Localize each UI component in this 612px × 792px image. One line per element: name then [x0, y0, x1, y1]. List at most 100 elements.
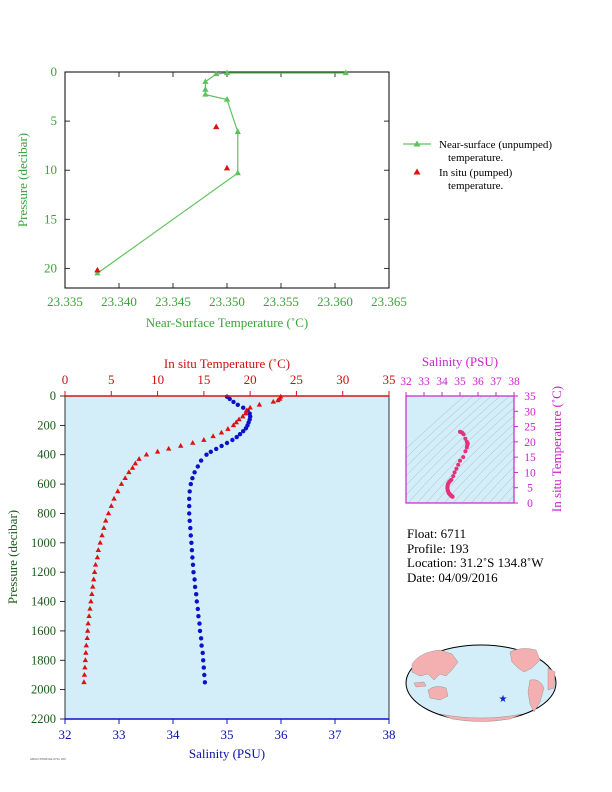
float-location-star-icon: ★: [499, 694, 508, 705]
pressure-tick-label: 400: [37, 448, 56, 462]
temperature-point: [118, 481, 125, 486]
salinity-point: [219, 443, 224, 449]
salinity-point: [187, 496, 192, 501]
temperature-point: [240, 413, 246, 419]
temperature-point: [82, 657, 89, 663]
temperature-point: [84, 627, 91, 633]
ts-y-tick-label: 0: [527, 498, 533, 510]
temperature-point: [103, 517, 109, 523]
temperature-point: [89, 591, 95, 597]
salinity-point: [191, 570, 196, 575]
legend: Near-surface (unpumped) temperature. In …: [403, 139, 552, 192]
sal-tick-label: 33: [113, 727, 126, 742]
salinity-point: [187, 489, 192, 494]
temperature-point: [256, 401, 263, 407]
y-tick-label: 5: [51, 113, 58, 128]
temperature-point: [108, 503, 114, 508]
temperature-point: [247, 404, 253, 410]
isopycnal-contour: [526, 386, 612, 513]
isopycnal-contour: [462, 448, 514, 503]
ts-y-axis-title: In situ Temperature (˚C): [549, 386, 564, 512]
temp-tick-label: 25: [290, 372, 303, 387]
ts-x-tick-label: 37: [490, 376, 502, 388]
temp-tick-label: 15: [197, 372, 210, 387]
salinity-point: [198, 636, 204, 641]
salinity-point: [227, 396, 232, 402]
pressure-tick-label: 1400: [31, 595, 56, 609]
pumped-point: [223, 164, 231, 171]
ts-y-tick-label: 5: [527, 483, 533, 495]
profile-plot: 0 5 10 15 20 25 30 35 32 33 34 35 36 37 38 0 200 400 600 80…: [5, 356, 396, 761]
salinity-point: [187, 511, 192, 516]
temperature-point: [126, 469, 132, 475]
temperature-point: [143, 451, 150, 457]
x-tick-label: 23.365: [371, 294, 407, 309]
pressure-tick-label: 1200: [31, 565, 56, 579]
temperature-point: [81, 679, 87, 685]
isopycnal-contour: [489, 475, 514, 503]
ts-y-tick-label: 10: [524, 467, 536, 479]
temperature-point: [97, 539, 103, 545]
temperature-point: [111, 495, 117, 501]
unpumped-point: [342, 69, 349, 76]
salinity-point: [187, 518, 192, 523]
pumped-point: [213, 123, 220, 130]
sal-tick-label: 37: [329, 727, 343, 742]
pressure-tick-label: 2000: [31, 683, 56, 697]
temperature-point: [82, 664, 88, 670]
pumped-point: [94, 266, 101, 273]
salinity-point: [237, 432, 243, 437]
unpumped-point: [202, 78, 209, 84]
y-tick-label: 20: [44, 260, 57, 275]
temp-tick-label: 20: [244, 372, 257, 387]
temperature-point: [84, 635, 90, 641]
salinity-point: [189, 548, 195, 553]
salinity-point: [188, 481, 193, 487]
unpumped-point: [213, 70, 220, 77]
ts-point: [461, 432, 466, 437]
legend-pumped-marker: [413, 168, 421, 175]
salinity-point: [189, 540, 194, 545]
isopycnal-contour: [406, 396, 501, 486]
ts-x-tick-label: 32: [400, 376, 412, 388]
ts-y-tick-label: 15: [524, 452, 536, 464]
x-tick-label: 23.340: [101, 294, 137, 309]
salinity-point: [190, 555, 195, 560]
temperature-point: [270, 398, 276, 404]
ts-point: [456, 462, 461, 467]
pressure-tick-label: 800: [37, 506, 56, 520]
ts-point: [454, 466, 459, 471]
temperature-point: [101, 525, 107, 530]
ts-x-tick-label: 36: [472, 376, 484, 388]
ts-y-tick-label: 25: [524, 422, 536, 434]
x-tick-label: 23.350: [209, 294, 245, 309]
float-info: Float: 6711 Profile: 193 Location: 31.2˚…: [407, 526, 543, 585]
salinity-point: [231, 399, 236, 405]
salinity-point: [208, 449, 213, 454]
salinity-point: [195, 464, 200, 469]
temp-tick-label: 0: [62, 372, 69, 387]
salinity-point: [241, 405, 246, 410]
temperature-point: [165, 445, 172, 451]
isopycnal-contour: [480, 466, 514, 503]
salinity-point: [214, 446, 219, 452]
sal-tick-label: 34: [167, 727, 181, 742]
ts-x-tick-label: 38: [508, 376, 520, 388]
temperature-point: [99, 532, 105, 538]
y-tick-label: 0: [51, 64, 58, 79]
top-x-axis-title: Near-Surface Temperature (˚C): [146, 315, 308, 330]
pressure-tick-label: 1000: [31, 536, 56, 550]
isopycnal-contour: [471, 457, 514, 503]
salinity-point: [201, 665, 206, 670]
x-tick-label: 23.355: [263, 294, 299, 309]
salinity-point: [234, 434, 239, 440]
sal-tick-label: 38: [383, 727, 396, 742]
salinity-point: [197, 621, 202, 626]
salinity-point: [204, 452, 209, 457]
temperature-point: [87, 605, 93, 611]
x-tick-label: 23.360: [317, 294, 353, 309]
isopycnal-contour: [535, 386, 612, 513]
near-surface-plot: 23.335 23.340 23.345 23.350 23.355 23.360 23.3…: [15, 64, 407, 330]
salinity-point: [194, 599, 199, 604]
